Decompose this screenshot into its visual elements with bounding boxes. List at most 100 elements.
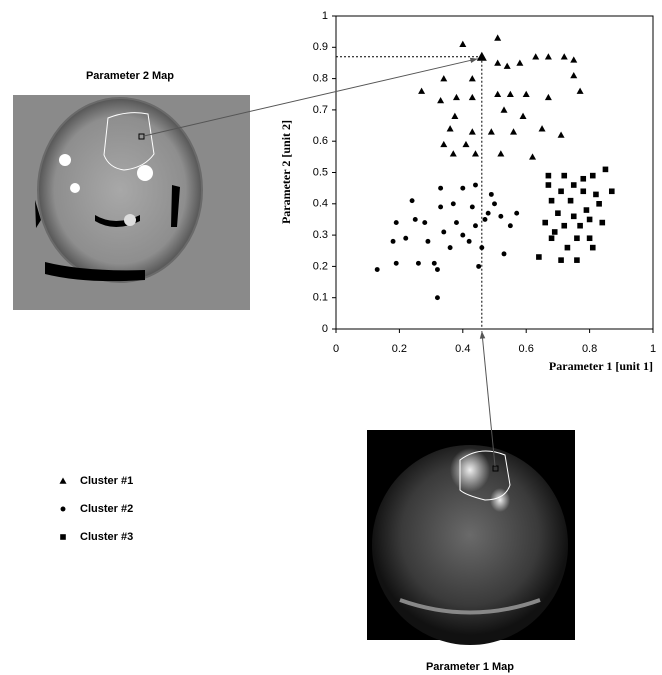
point — [602, 166, 609, 173]
point — [494, 59, 502, 66]
point — [469, 204, 475, 210]
point — [390, 238, 396, 244]
x-tick-label: 0.6 — [519, 343, 534, 355]
point — [434, 295, 440, 301]
point — [586, 235, 593, 242]
legend-label: Cluster #3 — [80, 531, 133, 543]
point — [570, 182, 577, 188]
point — [425, 238, 431, 244]
y-tick-label: 0.8 — [313, 73, 328, 85]
legend-marker — [59, 477, 67, 484]
x-tick-label: 1 — [650, 343, 656, 355]
point — [466, 238, 472, 244]
point — [459, 40, 467, 47]
point — [580, 175, 587, 182]
y-tick-label: 0.6 — [313, 135, 328, 147]
point — [454, 220, 459, 226]
point — [545, 182, 552, 188]
y-tick-label: 0.1 — [313, 292, 328, 304]
parameter-2-map — [13, 95, 250, 310]
map-title: Parameter 1 Map — [426, 661, 514, 673]
point — [589, 244, 596, 251]
point — [555, 210, 561, 216]
arrow — [143, 58, 478, 137]
point — [570, 56, 578, 63]
map-title: Parameter 2 Map — [86, 70, 174, 82]
point — [415, 260, 421, 266]
x-tick-label: 0.2 — [392, 343, 407, 355]
point — [482, 217, 488, 222]
point — [558, 257, 564, 263]
legend-label: Cluster #2 — [80, 503, 133, 515]
point — [487, 128, 495, 135]
point — [451, 112, 459, 119]
point — [492, 201, 497, 207]
point — [561, 222, 568, 229]
point — [437, 97, 445, 104]
point — [412, 217, 418, 222]
point — [471, 150, 479, 157]
point — [564, 244, 571, 251]
point — [409, 198, 415, 204]
point — [522, 90, 530, 98]
point — [507, 223, 513, 229]
point — [574, 257, 580, 263]
y-tick-label: 0 — [322, 323, 328, 335]
point — [570, 213, 577, 220]
point — [438, 185, 444, 191]
point — [560, 53, 568, 60]
highlighted-point — [476, 51, 487, 61]
y-tick-label: 0.9 — [313, 41, 328, 53]
arrow-head — [469, 57, 478, 64]
point — [551, 229, 558, 235]
point — [544, 53, 552, 60]
point — [462, 140, 470, 148]
point — [494, 90, 502, 98]
point — [438, 204, 444, 210]
point — [393, 260, 399, 266]
point — [449, 150, 457, 157]
plot-frame — [335, 15, 654, 330]
point — [583, 207, 590, 213]
point — [485, 210, 491, 216]
point — [574, 235, 580, 242]
point — [479, 245, 485, 251]
point — [403, 235, 409, 241]
point — [589, 172, 596, 179]
arrow — [481, 330, 496, 467]
point — [503, 62, 511, 69]
point — [545, 172, 552, 179]
point — [441, 229, 447, 235]
point — [510, 128, 518, 135]
point — [431, 260, 437, 266]
point — [599, 219, 606, 226]
point — [532, 53, 540, 60]
point — [538, 125, 546, 132]
point — [567, 197, 574, 204]
point — [473, 182, 478, 188]
y-tick-label: 0.5 — [313, 166, 328, 178]
point — [501, 251, 507, 257]
y-tick-label: 1 — [322, 10, 328, 22]
point — [434, 267, 440, 272]
y-tick-label: 0.3 — [313, 229, 328, 241]
point — [476, 263, 482, 269]
point — [460, 232, 466, 238]
arrow-head — [479, 331, 486, 339]
x-tick-label: 0 — [333, 343, 339, 355]
point — [596, 201, 602, 207]
point — [558, 188, 564, 195]
point — [488, 191, 494, 197]
point — [374, 267, 380, 272]
point — [544, 93, 552, 101]
point — [514, 210, 520, 216]
point — [580, 188, 587, 195]
point — [450, 201, 456, 207]
point — [506, 90, 514, 98]
point — [548, 235, 555, 242]
point — [468, 128, 476, 135]
legend-label: Cluster #1 — [80, 475, 133, 487]
x-tick-label: 0.4 — [455, 343, 470, 355]
point — [586, 216, 593, 223]
